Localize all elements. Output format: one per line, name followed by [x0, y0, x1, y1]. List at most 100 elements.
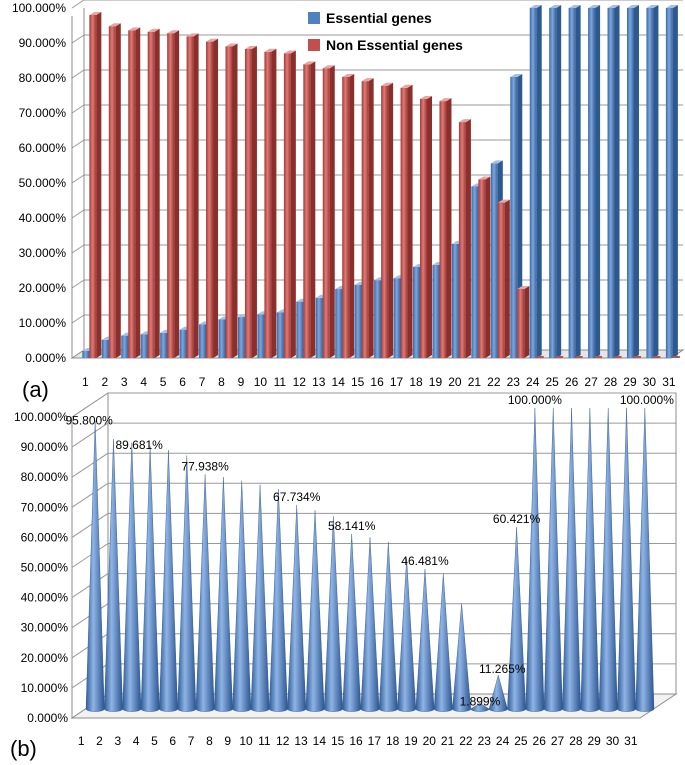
chart-a-bar-side	[407, 84, 413, 359]
chart-a-gridline-side	[71, 174, 85, 184]
chart-b-y-tick-label: 20.000%	[21, 651, 69, 665]
bar-non-essential	[108, 26, 116, 358]
bar-essential	[237, 317, 245, 358]
bar-essential	[140, 334, 148, 358]
chart-b-y-tick-label: 50.000%	[21, 561, 69, 575]
chart-a-y-tick-label: 20.000%	[19, 281, 67, 295]
chart-b-y-tick-label: 70.000%	[21, 500, 69, 514]
chart-a-bar-top	[490, 160, 503, 164]
bar-essential	[568, 8, 576, 358]
bar-non-essential	[167, 33, 175, 358]
chart-a-bar-top	[439, 98, 452, 102]
bar-non-essential	[400, 87, 408, 359]
chart-a-gridline-side	[71, 244, 85, 254]
bar-essential	[490, 163, 498, 358]
chart-b-x-tick-label: 10	[239, 734, 253, 748]
chart-a-y-tick-label: 90.000%	[19, 36, 67, 50]
bar-essential	[276, 312, 284, 358]
chart-a-x-tick-label: 13	[312, 375, 326, 389]
chart-a-bar-side	[213, 38, 219, 358]
bar-non-essential	[381, 85, 389, 358]
chart-a-bar-side	[310, 61, 316, 358]
chart-a-x-tick-label: 22	[487, 375, 501, 389]
chart-a-x-tick-label: 23	[507, 375, 521, 389]
bar-non-essential	[497, 202, 505, 358]
chart-b-x-tick-label: 17	[368, 734, 382, 748]
chart-a-x-tick-label: 14	[332, 375, 346, 389]
chart-b-x-tick-label: 8	[206, 734, 213, 748]
chart-a-y-ticks: 0.000% 10.000% 20.000% 30.000% 40.000% 50.000…	[12, 1, 66, 365]
chart-a-bar-side	[174, 30, 180, 358]
bar-essential	[413, 267, 421, 358]
chart-b-y-tick-label: 90.000%	[21, 440, 69, 454]
bar-essential	[160, 332, 168, 358]
bar-non-essential	[614, 356, 622, 358]
chart-b-data-label: 100.000%	[508, 393, 562, 407]
chart-a-x-tick-label: 28	[604, 375, 618, 389]
chart-a-x-tick-label: 29	[623, 375, 637, 389]
chart-b-gridline-side	[71, 482, 109, 508]
bar-non-essential	[536, 356, 544, 358]
chart-a-bar-top	[186, 33, 199, 37]
chart-a-bar-side	[96, 12, 102, 358]
chart-b-x-tick-label: 24	[496, 734, 510, 748]
chart-b-x-tick-label: 6	[169, 734, 176, 748]
chart-a-gridline-side	[71, 0, 85, 9]
bar-non-essential	[420, 99, 428, 358]
bar-non-essential	[128, 30, 136, 359]
chart-a-bar-side	[368, 78, 374, 359]
chart-a-bar-top	[517, 286, 530, 290]
chart-b-x-tick-label: 15	[331, 734, 345, 748]
chart-a-bar-side	[672, 5, 678, 358]
chart-a-x-tick-label: 7	[199, 375, 206, 389]
chart-a-bar-side	[271, 48, 277, 358]
chart-a-bar-side	[251, 45, 257, 358]
chart-a-x-tick-label: 26	[565, 375, 579, 389]
bar-non-essential	[575, 356, 583, 358]
chart-b-x-tick-label: 1	[78, 734, 85, 748]
chart-a-x-tick-label: 17	[390, 375, 404, 389]
chart-a-bar-side	[446, 98, 452, 358]
chart-b-data-label: 11.265%	[479, 662, 526, 676]
chart-a-bar-top	[128, 27, 141, 31]
chart-a-x-tick-label: 9	[238, 375, 245, 389]
chart-b-y-tick-label: 40.000%	[21, 591, 69, 605]
chart-a-bar-top	[588, 5, 601, 8]
bar-non-essential	[244, 48, 252, 358]
chart-a-x-tick-label: 31	[662, 375, 676, 389]
chart-b-x-tick-label: 22	[459, 734, 473, 748]
chart-a-x-tick-label: 1	[82, 375, 89, 389]
chart-a-bar-side	[427, 96, 433, 358]
chart-a-bar-side	[595, 5, 601, 358]
chart-a-bar-top	[549, 5, 562, 8]
bar-non-essential	[89, 15, 97, 358]
bar-non-essential	[147, 31, 155, 359]
chart-b-x-ticks: 1 2 3 4 5 6 7 8 9 10 11 12 13 14 15 16 17 18 19 20 21 22 23 24 2…	[78, 734, 638, 748]
chart-a-bar-side	[290, 50, 296, 358]
chart-a-bar-top	[497, 199, 510, 203]
chart-a-x-tick-label: 10	[254, 375, 268, 389]
chart-a-bar-top	[478, 176, 491, 180]
chart-b: 95.800%89.681% 77.938% 67.734% 58.141% 46.48…	[10, 392, 678, 761]
bar-essential	[354, 284, 362, 358]
chart-a-bar-side	[485, 176, 491, 358]
chart-b-x-tick-label: 16	[349, 734, 363, 748]
chart-a-bar-side	[154, 28, 160, 359]
chart-b-x-tick-label: 31	[624, 734, 638, 748]
chart-b-x-tick-label: 26	[533, 734, 547, 748]
chart-a-bar-top	[510, 73, 523, 77]
chart-b-x-tick-label: 13	[294, 734, 308, 748]
chart-b-gridline-side	[71, 512, 109, 538]
chart-a-bar-side	[465, 119, 471, 358]
chart-b-panel-label: (b)	[10, 736, 37, 761]
chart-b-x-tick-label: 14	[313, 734, 327, 748]
chart-a-gridline-side	[71, 314, 85, 324]
chart-a-bar-side	[536, 5, 542, 358]
chart-a-bar-top	[283, 50, 296, 54]
chart-b-y-tick-label: 60.000%	[21, 530, 69, 544]
chart-b-x-tick-label: 12	[276, 734, 290, 748]
bar-essential	[588, 8, 596, 358]
legend-label-non-essential: Non Essential genes	[326, 37, 463, 53]
legend-item-non-essential: Non Essential genes	[308, 37, 463, 53]
chart-b-data-label: 77.938%	[181, 459, 229, 473]
